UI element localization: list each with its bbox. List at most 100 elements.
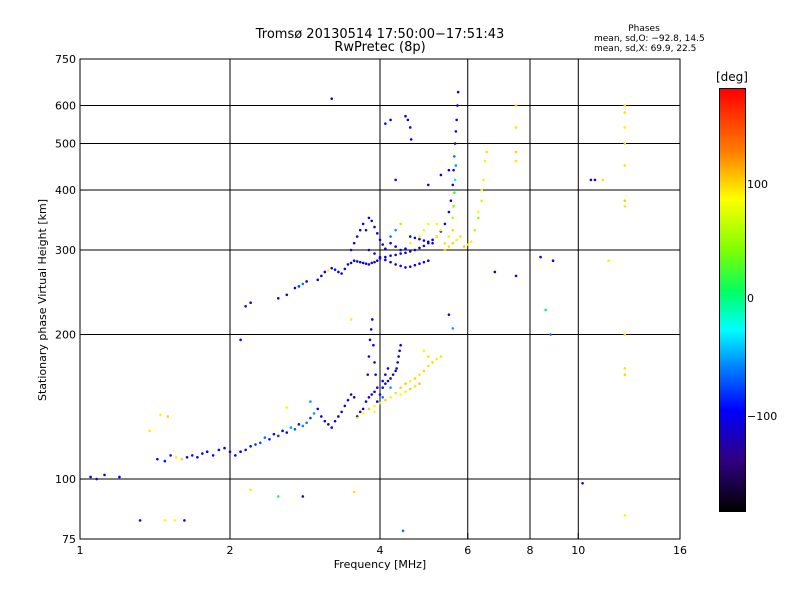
- data-point: [276, 296, 280, 300]
- data-point: [330, 266, 334, 270]
- data-point: [373, 225, 376, 229]
- data-point: [466, 243, 470, 246]
- data-point: [431, 241, 434, 245]
- data-point: [89, 475, 92, 479]
- data-point: [173, 519, 177, 522]
- data-point: [368, 338, 372, 342]
- data-point: [406, 118, 410, 122]
- data-point: [309, 400, 312, 403]
- y-tick-label: 750: [55, 53, 76, 66]
- data-point: [394, 263, 397, 266]
- data-point: [408, 235, 412, 238]
- data-point: [435, 357, 439, 361]
- y-tick-label: 300: [55, 244, 76, 257]
- y-tick-label: 200: [55, 329, 76, 342]
- data-point: [413, 385, 417, 388]
- data-point: [367, 355, 371, 358]
- data-point: [449, 199, 453, 203]
- colorbar-label-neg100: −100: [747, 410, 778, 423]
- data-point: [399, 252, 402, 255]
- data-point: [373, 361, 376, 364]
- data-point: [118, 475, 121, 479]
- y-tick-label: 100: [55, 473, 76, 486]
- data-point: [301, 424, 305, 428]
- data-point: [381, 243, 384, 246]
- data-point: [166, 415, 170, 418]
- data-point: [349, 318, 353, 321]
- data-point: [340, 272, 343, 275]
- data-point: [370, 219, 374, 223]
- data-point: [355, 260, 359, 263]
- data-point: [422, 349, 426, 353]
- data-point: [352, 490, 356, 494]
- data-point: [103, 473, 106, 477]
- data-point: [456, 90, 460, 94]
- data-point: [340, 410, 343, 414]
- data-point: [367, 396, 371, 399]
- y-tick-label: 75: [62, 533, 76, 546]
- data-point: [422, 239, 426, 242]
- data-point: [378, 393, 382, 396]
- data-point: [384, 373, 387, 376]
- data-point: [399, 248, 402, 252]
- data-point: [539, 255, 542, 259]
- data-point: [369, 328, 373, 331]
- data-point: [398, 349, 401, 353]
- data-point: [370, 318, 374, 321]
- data-point: [459, 235, 462, 238]
- data-point: [514, 126, 518, 129]
- data-point: [305, 421, 308, 425]
- x-tick-label: 2: [227, 544, 234, 557]
- data-point: [435, 235, 439, 238]
- data-point: [389, 386, 392, 389]
- data-point: [455, 118, 458, 122]
- data-point: [201, 452, 204, 455]
- data-point: [453, 178, 457, 182]
- data-point: [394, 391, 397, 395]
- data-point: [408, 241, 412, 245]
- data-point: [281, 429, 284, 433]
- data-point: [389, 241, 392, 245]
- data-point: [477, 210, 480, 214]
- data-point: [148, 429, 152, 433]
- data-point: [384, 122, 387, 125]
- data-point: [174, 455, 178, 459]
- data-point: [249, 301, 252, 304]
- data-point: [404, 247, 407, 250]
- data-point: [159, 413, 162, 417]
- data-point: [373, 404, 376, 408]
- data-point: [190, 454, 194, 457]
- x-axis-label: Frequency [MHz]: [334, 558, 426, 571]
- data-point: [452, 168, 455, 172]
- data-point: [396, 361, 399, 364]
- data-point: [399, 386, 402, 389]
- data-point: [389, 396, 392, 399]
- data-point: [293, 427, 297, 431]
- data-point: [394, 228, 397, 232]
- data-point: [514, 274, 518, 278]
- x-tick-label: 16: [673, 544, 687, 557]
- data-point: [581, 481, 584, 485]
- data-point: [589, 178, 593, 182]
- data-point: [309, 416, 312, 420]
- data-point: [623, 333, 627, 336]
- data-point: [205, 450, 209, 454]
- data-point: [378, 238, 382, 242]
- data-point: [349, 261, 353, 265]
- data-point: [346, 263, 350, 266]
- data-point: [451, 327, 455, 330]
- data-point: [223, 446, 226, 450]
- data-point: [426, 259, 430, 263]
- data-point: [454, 164, 458, 167]
- data-point: [404, 382, 407, 385]
- data-point: [327, 423, 330, 426]
- data-point: [456, 104, 459, 107]
- data-point: [408, 379, 412, 383]
- data-point: [374, 373, 377, 376]
- data-point: [549, 333, 552, 336]
- data-point: [391, 373, 395, 376]
- data-point: [389, 235, 392, 238]
- data-point: [386, 367, 390, 370]
- data-point: [386, 379, 390, 383]
- chart-title: Tromsø 20130514 17:50:00−17:51:43: [255, 27, 505, 42]
